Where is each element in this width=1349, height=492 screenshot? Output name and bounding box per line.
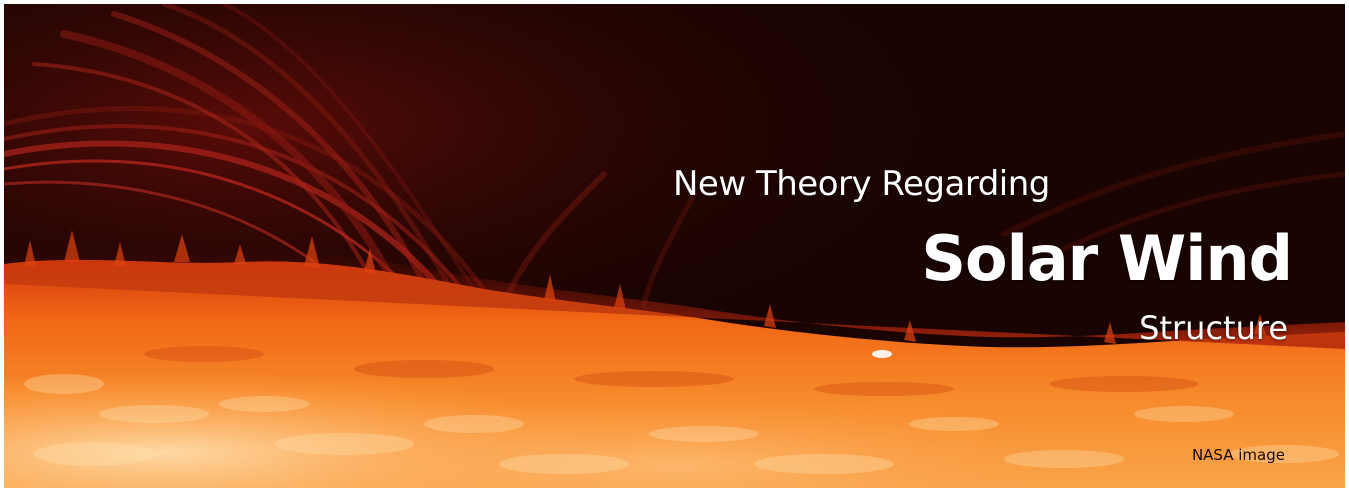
headline-line-1: New Theory Regarding — [673, 164, 1050, 204]
image-credit: NASA image — [1191, 446, 1285, 464]
solar-banner: New Theory Regarding Solar Wind Structur… — [4, 4, 1345, 488]
headline-line-2: Solar Wind — [921, 222, 1293, 295]
sun-surface-image — [4, 4, 1345, 488]
headline-line-3: Structure — [1139, 309, 1288, 347]
